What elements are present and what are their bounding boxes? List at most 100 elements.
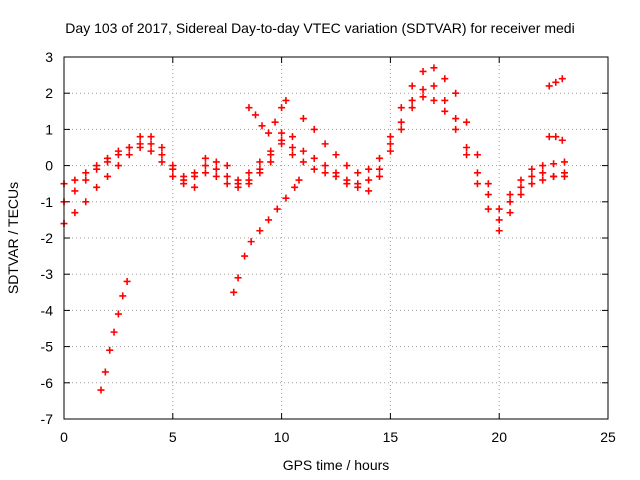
data-point	[430, 96, 438, 104]
series-2	[60, 93, 568, 235]
data-point	[495, 227, 503, 235]
data-point	[528, 172, 536, 180]
data-point	[258, 122, 266, 130]
data-point	[354, 183, 362, 191]
series-5	[245, 96, 290, 137]
data-point	[376, 172, 384, 180]
data-point	[245, 104, 253, 112]
data-point	[528, 165, 536, 173]
series-0	[60, 64, 568, 213]
data-point	[550, 160, 558, 168]
data-point	[93, 165, 101, 173]
data-point	[376, 165, 384, 173]
data-point	[550, 172, 558, 180]
grid	[64, 57, 608, 419]
data-point	[82, 176, 90, 184]
data-point	[169, 172, 177, 180]
data-point	[430, 82, 438, 90]
data-point	[158, 144, 166, 151]
data-point	[332, 172, 340, 180]
data-point	[288, 151, 296, 159]
data-point	[223, 162, 231, 170]
data-point	[241, 252, 249, 260]
data-point	[265, 129, 273, 137]
data-point	[397, 104, 405, 112]
data-point	[310, 165, 318, 173]
data-point	[408, 82, 416, 90]
series-4	[230, 176, 303, 296]
data-point	[104, 172, 112, 180]
y-tick-label: -2	[41, 230, 54, 246]
x-tick-label: 25	[600, 429, 616, 445]
data-point	[256, 227, 264, 235]
data-point	[256, 169, 264, 177]
data-point	[397, 118, 405, 126]
data-point	[223, 180, 231, 188]
data-point	[119, 292, 127, 300]
data-point	[441, 107, 449, 115]
x-tick-label: 20	[491, 429, 507, 445]
y-tick-label: -1	[41, 194, 54, 210]
data-point	[545, 82, 553, 90]
data-point	[452, 89, 460, 97]
data-point	[441, 96, 449, 104]
data-point	[288, 144, 296, 151]
data-point	[114, 151, 122, 159]
data-point	[473, 169, 481, 177]
y-tick-label: -4	[41, 302, 54, 318]
plot-frame	[63, 56, 609, 420]
data-point	[212, 172, 220, 180]
data-point	[278, 104, 286, 112]
data-point	[299, 115, 307, 123]
data-point	[169, 165, 177, 173]
data-point	[158, 151, 166, 159]
data-point	[282, 96, 290, 104]
data-point	[332, 151, 340, 159]
data-point	[212, 158, 220, 166]
data-point	[386, 147, 394, 155]
data-point	[180, 176, 188, 184]
data-point	[321, 162, 329, 170]
data-point	[558, 136, 566, 144]
x-tick-labels: 0 5 10 15 20 25	[60, 429, 616, 445]
data-point	[463, 144, 471, 151]
data-point	[441, 75, 449, 83]
data-point	[452, 115, 460, 123]
data-point	[97, 386, 105, 394]
data-point	[408, 96, 416, 104]
series-7	[545, 133, 566, 144]
series-6	[545, 75, 566, 90]
data-point	[123, 277, 131, 285]
data-point	[419, 86, 427, 94]
data-point	[278, 129, 286, 137]
data-point	[101, 368, 109, 376]
data-point	[376, 154, 384, 162]
x-tick-label: 5	[169, 429, 177, 445]
x-tick-label: 15	[383, 429, 399, 445]
data-point	[247, 238, 255, 246]
data-point	[365, 187, 373, 195]
data-point	[365, 176, 373, 184]
data-point	[517, 183, 525, 191]
data-point	[299, 147, 307, 155]
data-point	[136, 144, 144, 151]
y-tick-label: -6	[41, 375, 54, 391]
data-point	[430, 64, 438, 72]
data-point	[321, 140, 329, 148]
data-point	[517, 176, 525, 184]
data-point	[560, 158, 568, 166]
data-point	[506, 209, 514, 217]
data-point	[212, 165, 220, 173]
data-point	[71, 209, 79, 217]
data-point	[452, 125, 460, 133]
y-tick-label: 1	[45, 121, 53, 137]
data-point	[310, 125, 318, 133]
y-axis-title: SDTVAR / TECUs	[5, 182, 21, 294]
data-point	[419, 93, 427, 101]
data-point	[114, 310, 122, 318]
data-point	[539, 176, 547, 184]
y-tick-label: -7	[41, 411, 54, 427]
data-point	[321, 169, 329, 177]
data-point	[552, 133, 560, 141]
